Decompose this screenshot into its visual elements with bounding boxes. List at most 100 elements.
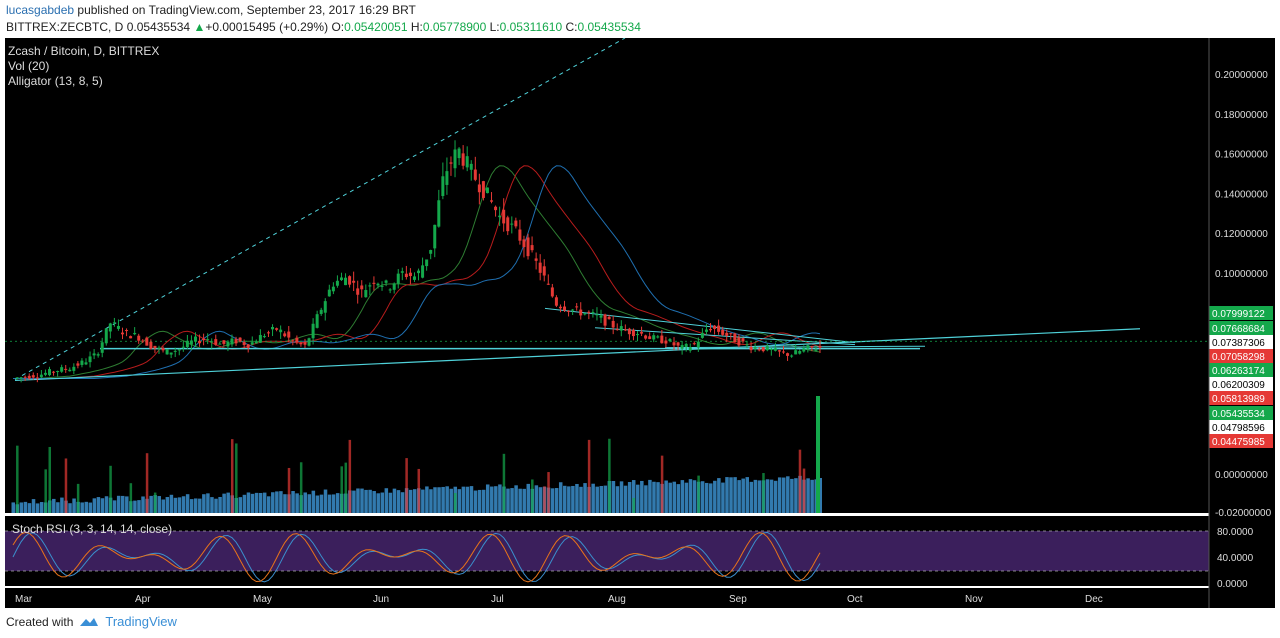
volume-bar [202,494,206,513]
price-tick-label: 0.18000000 [1215,110,1268,121]
candle-body [242,342,246,346]
candle-body [648,336,652,340]
volume-bar [177,497,182,513]
volume-bar [684,482,689,513]
volume-bar [579,486,583,513]
volume-bar [514,485,518,513]
candle-body [656,336,660,338]
candle-body [473,169,477,180]
volume-bar [335,493,340,513]
price-axis[interactable]: 0.20000000 0.18000000 0.16000000 0.14000000… [1215,70,1272,519]
volume-bar [295,493,299,513]
candle-body [100,342,104,353]
stoch-band [5,531,1209,571]
price-badge [1209,363,1273,377]
volume-bar [777,477,782,513]
volume-bar [636,484,640,513]
volume-bar [672,481,677,513]
candle-body [368,285,372,287]
candle-body [141,340,145,342]
volume-bar [23,501,28,513]
vol-study-label[interactable]: Vol (20) [8,59,50,73]
candle-body [380,285,384,287]
volume-spike [798,449,802,513]
candle-body [546,283,550,285]
volume-bar [473,490,478,513]
volume-bar [120,495,125,513]
alligator-line [13,165,821,379]
chart-area[interactable]: 0.20000000 0.18000000 0.16000000 0.14000000… [5,38,1275,608]
volume-bar [627,482,632,513]
tradingview-brand[interactable]: TradingView [105,614,177,629]
volume-bar [80,502,84,513]
candle-body [502,209,506,224]
time-axis-bg[interactable] [5,588,1209,608]
candle-body [161,347,165,351]
candle-body [291,340,295,342]
candle-body [246,344,250,348]
volume-spike [153,492,157,513]
wedge-mid [594,327,856,346]
candle-body [153,345,157,349]
candle-body [814,349,818,351]
volume-bar [88,502,93,513]
volume-spike [76,483,80,513]
volume-bar [664,480,668,513]
candle-body [709,329,713,331]
candle-body [595,314,599,316]
volume-bar [125,496,129,513]
volume-bar [52,498,56,513]
volume-bar [60,497,64,513]
volume-bar [315,495,320,513]
volume-bar [631,480,636,513]
stoch-axis[interactable]: 80.0000 40.0000 0.0000 [1217,527,1254,590]
volume-spike [299,462,303,513]
volume-bar [96,497,101,513]
time-axis-label: Nov [965,594,983,605]
volume-bar [141,496,145,513]
candle-body [494,206,498,211]
stoch-study-label[interactable]: Stoch RSI (3, 3, 14, 14, close) [12,522,173,536]
candle-body [125,330,129,332]
volume-bar [534,485,539,513]
candle-body [461,153,465,166]
alligator-study-label[interactable]: Alligator (13, 8, 5) [8,74,103,88]
volume-bar [680,480,685,513]
candle-body [534,258,538,261]
volume-bar [717,478,721,513]
price-badge [1209,349,1273,363]
candle-body [725,332,729,336]
candle-body [583,313,587,315]
candle-body [567,310,571,312]
candle-body [737,337,741,346]
volume-bar [591,483,595,513]
open-value: 0.05420051 [344,20,408,34]
candle-body [441,176,445,197]
time-axis[interactable]: Mar Apr May Jun Jul Aug Sep Oct Nov Dec [15,594,1103,605]
price-badge [1209,335,1273,349]
candle-body [396,273,400,284]
candle-body [810,346,814,348]
created-with-text: Created with [6,614,74,629]
volume-bar [782,477,786,513]
volume-bar [291,491,295,513]
volume-bar [498,484,502,513]
volume-bar [364,489,368,513]
chart-svg[interactable]: 0.20000000 0.18000000 0.16000000 0.14000000… [5,38,1275,608]
candle-body [177,349,181,351]
candle-body [80,360,84,365]
volume-bar [429,489,433,513]
volume-bar [246,492,251,513]
tradingview-logo-icon [80,617,99,626]
volume-spike [587,439,591,513]
volume-bar [773,480,778,513]
author-link[interactable]: lucasgabdeb [6,3,75,17]
volume-bar [652,481,656,513]
candle-body [376,283,380,286]
volume-bar [226,492,230,513]
candle-body [522,239,526,248]
volume-bar [575,483,579,513]
volume-bar [794,478,798,513]
close-label: C: [565,20,578,34]
candle-body [514,220,518,227]
